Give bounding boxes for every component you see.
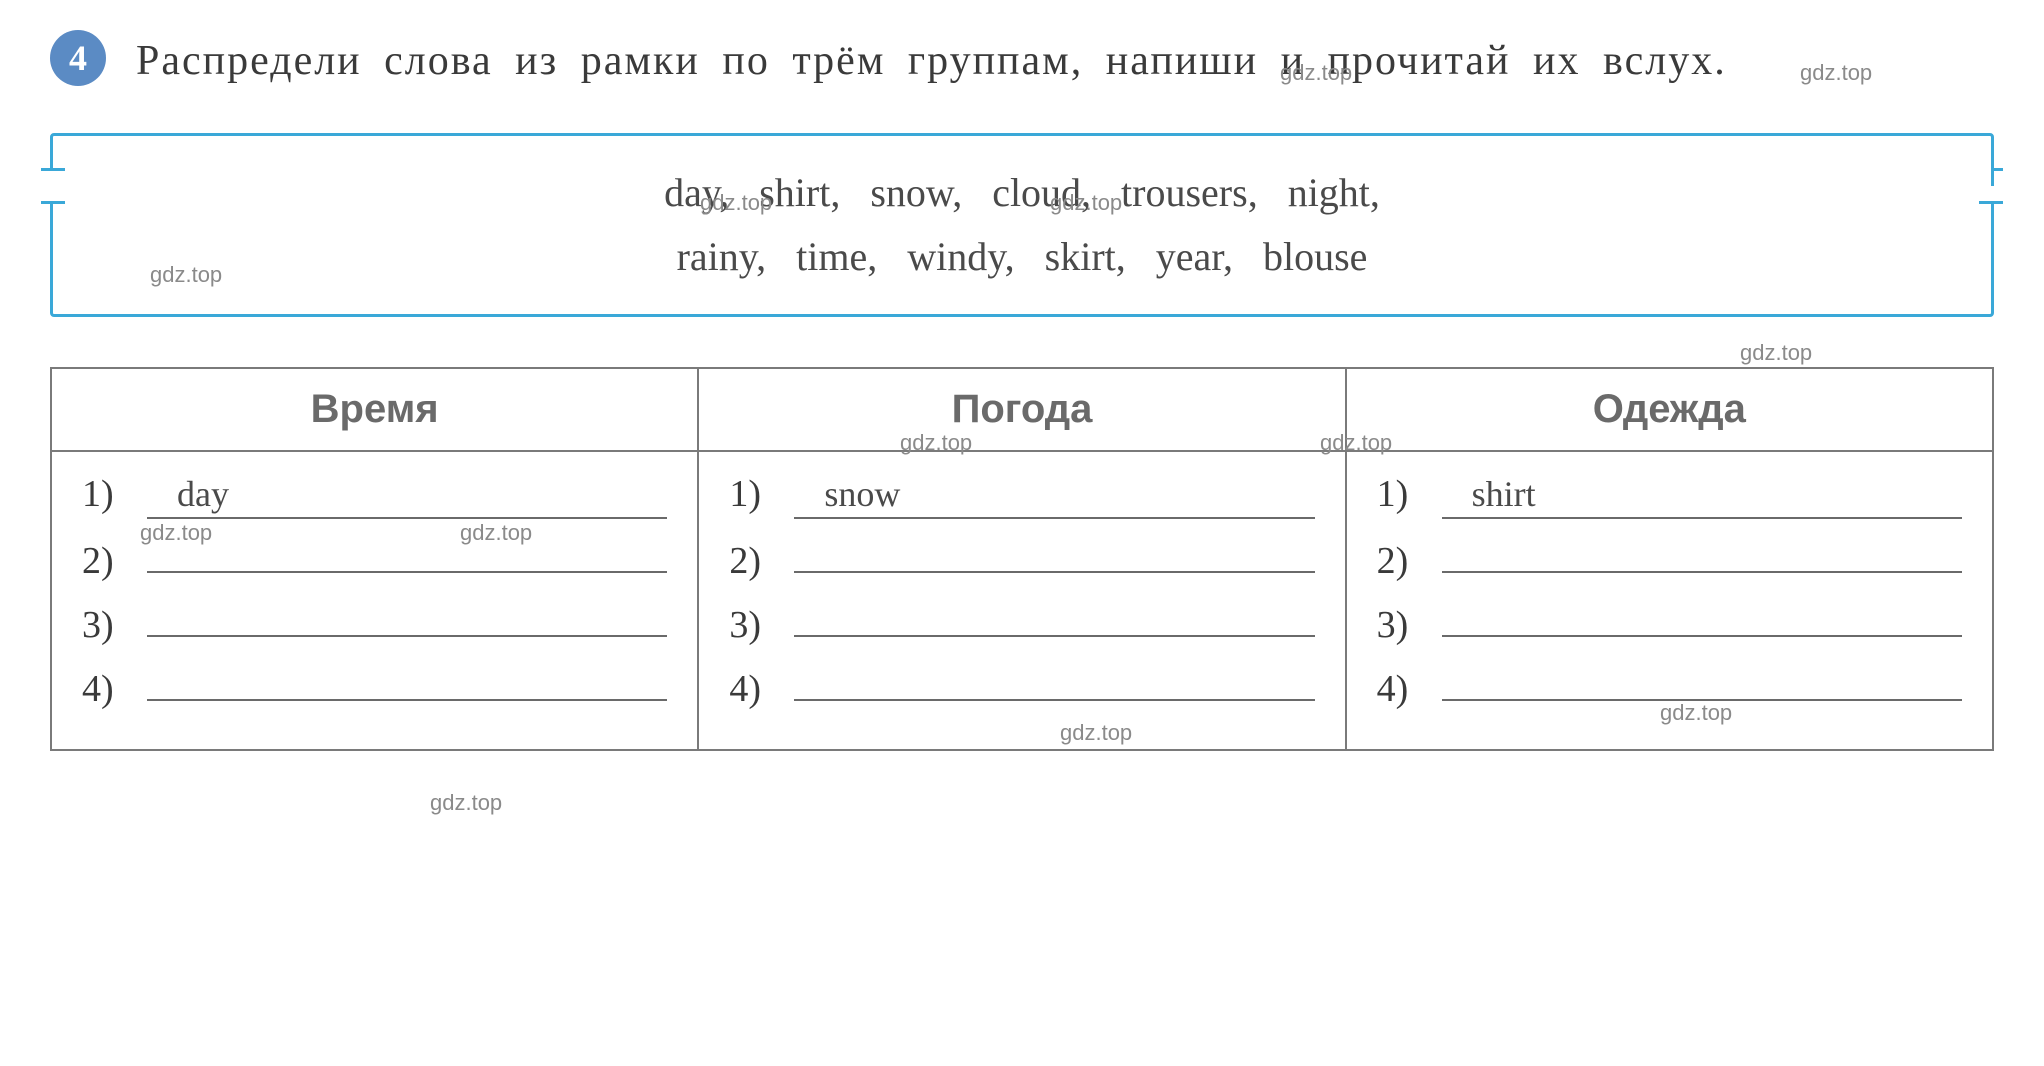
answer-number: 2) bbox=[1377, 539, 1427, 583]
word-box: day, shirt, snow, cloud, trousers, night… bbox=[50, 133, 1994, 317]
column-header-clothing: Одежда bbox=[1346, 368, 1993, 451]
answer-row: 1) snow bbox=[729, 472, 1314, 519]
table-header-row: Время Погода Одежда bbox=[51, 368, 1993, 451]
column-header-weather: Погода bbox=[698, 368, 1345, 451]
exercise-header: 4 Распредели слова из рамки по трём груп… bbox=[50, 30, 1994, 93]
table-body-row: 1) day 2) 3) 4) 1) sn bbox=[51, 451, 1993, 750]
table-cell-weather: 1) snow 2) 3) 4) bbox=[698, 451, 1345, 750]
watermark: gdz.top bbox=[1740, 340, 1812, 366]
column-header-time: Время bbox=[51, 368, 698, 451]
answer-line[interactable] bbox=[147, 537, 667, 573]
answer-row: 3) bbox=[729, 601, 1314, 647]
exercise-number-text: 4 bbox=[69, 37, 87, 79]
answer-row: 3) bbox=[1377, 601, 1962, 647]
instruction-text: Распредели слова из рамки по трём группа… bbox=[136, 30, 1727, 93]
word-box-notch-left bbox=[41, 168, 65, 204]
answer-number: 1) bbox=[1377, 472, 1427, 516]
answer-line[interactable] bbox=[1442, 665, 1962, 701]
table-cell-clothing: 1) shirt 2) 3) 4) bbox=[1346, 451, 1993, 750]
answer-number: 4) bbox=[82, 667, 132, 711]
answer-row: 4) bbox=[1377, 665, 1962, 711]
answer-number: 2) bbox=[82, 539, 132, 583]
answer-line[interactable] bbox=[1442, 537, 1962, 573]
answer-number: 1) bbox=[729, 472, 779, 516]
answer-line[interactable] bbox=[1442, 601, 1962, 637]
answer-row: 3) bbox=[82, 601, 667, 647]
answer-line[interactable] bbox=[147, 601, 667, 637]
exercise-number-badge: 4 bbox=[50, 30, 106, 86]
answer-line[interactable] bbox=[794, 665, 1314, 701]
answer-line[interactable]: day bbox=[147, 473, 667, 519]
answer-number: 4) bbox=[1377, 667, 1427, 711]
answer-number: 4) bbox=[729, 667, 779, 711]
answer-row: 2) bbox=[82, 537, 667, 583]
answer-row: 4) bbox=[82, 665, 667, 711]
answer-number: 3) bbox=[729, 603, 779, 647]
answer-line[interactable] bbox=[794, 601, 1314, 637]
answer-line[interactable] bbox=[147, 665, 667, 701]
answer-number: 3) bbox=[1377, 603, 1427, 647]
answer-row: 2) bbox=[1377, 537, 1962, 583]
answer-number: 2) bbox=[729, 539, 779, 583]
answer-number: 3) bbox=[82, 603, 132, 647]
word-list: day, shirt, snow, cloud, trousers, night… bbox=[113, 161, 1931, 289]
word-box-notch-right bbox=[1979, 168, 2003, 204]
answer-row: 1) day bbox=[82, 472, 667, 519]
answer-number: 1) bbox=[82, 472, 132, 516]
answer-row: 1) shirt bbox=[1377, 472, 1962, 519]
answer-table: Время Погода Одежда 1) day 2) 3) bbox=[50, 367, 1994, 751]
answer-row: 4) bbox=[729, 665, 1314, 711]
answer-line[interactable] bbox=[794, 537, 1314, 573]
answer-line[interactable]: snow bbox=[794, 473, 1314, 519]
answer-line[interactable]: shirt bbox=[1442, 473, 1962, 519]
table-cell-time: 1) day 2) 3) 4) bbox=[51, 451, 698, 750]
watermark: gdz.top bbox=[430, 790, 502, 816]
answer-row: 2) bbox=[729, 537, 1314, 583]
